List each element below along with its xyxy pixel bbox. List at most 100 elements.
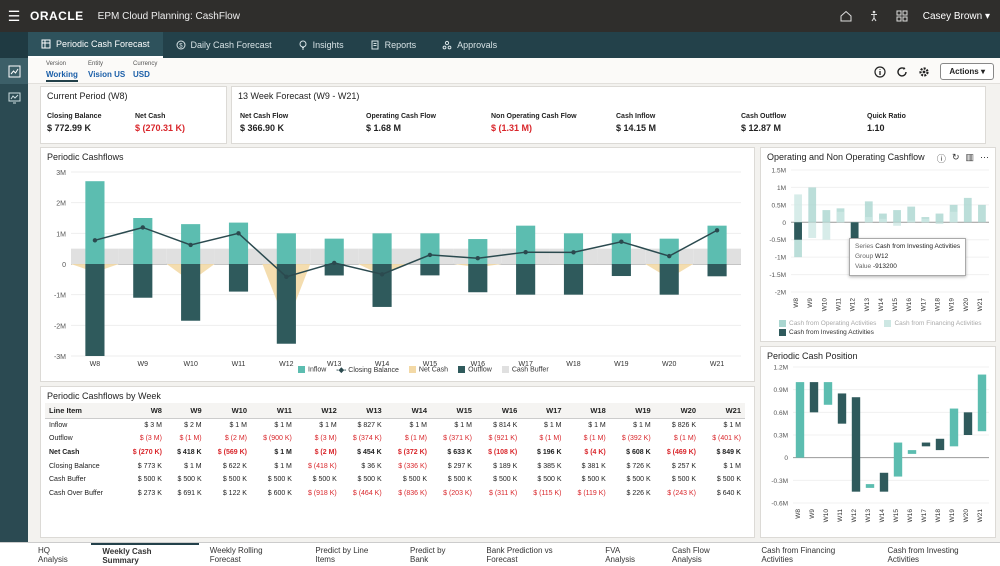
- table-cell[interactable]: $ 600 K: [267, 489, 292, 497]
- table-cell[interactable]: $ (371 K): [443, 435, 472, 443]
- table-cell[interactable]: $ 454 K: [357, 448, 382, 456]
- table-cell[interactable]: $ 1 M: [723, 462, 741, 470]
- bottom-tab[interactable]: Cash from Investing Activities: [887, 545, 959, 564]
- hamburger-menu-icon[interactable]: ☰: [7, 7, 21, 24]
- legend-outflow[interactable]: Outflow: [458, 366, 492, 374]
- bottom-tab[interactable]: FVA Analysis: [605, 545, 635, 564]
- table-cell[interactable]: $ 500 K: [671, 476, 697, 484]
- table-cell[interactable]: $ (392 K): [621, 435, 651, 443]
- table-cell[interactable]: $ 814 K: [493, 422, 518, 430]
- table-cell[interactable]: $ 608 K: [626, 448, 651, 456]
- refresh-icon[interactable]: ↻: [951, 152, 960, 162]
- table-cell[interactable]: $ 1 M: [454, 422, 472, 430]
- table-cell[interactable]: $ 36 K: [361, 462, 382, 470]
- table-cell[interactable]: $ (1 M): [404, 435, 428, 443]
- info-icon[interactable]: ⓘ: [936, 154, 946, 164]
- table-cell[interactable]: $ (918 K): [307, 489, 337, 497]
- table-cell[interactable]: $ 827 K: [357, 422, 382, 430]
- accessibility-icon[interactable]: [867, 9, 881, 23]
- table-cell[interactable]: $ 773 K: [137, 462, 162, 470]
- table-cell[interactable]: $ 1 M: [633, 422, 651, 430]
- table-cell[interactable]: $ (311 K): [488, 489, 518, 497]
- table-cell[interactable]: $ 1 M: [274, 462, 292, 470]
- more-icon[interactable]: ⋯: [980, 152, 989, 162]
- table-cell[interactable]: $ (2 M): [224, 435, 247, 443]
- table-cell[interactable]: $ 500 K: [137, 476, 162, 484]
- table-cell[interactable]: $ (108 K): [488, 448, 518, 456]
- table-cell[interactable]: $ 418 K: [177, 448, 202, 456]
- table-cell[interactable]: $ (836 K): [398, 489, 428, 497]
- table-cell[interactable]: $ 726 K: [626, 462, 651, 470]
- bottom-tab[interactable]: Cash from Financing Activities: [761, 545, 836, 564]
- table-cell[interactable]: $ 196 K: [536, 448, 562, 456]
- table-cell[interactable]: $ 622 K: [222, 462, 247, 470]
- table-cell[interactable]: $ (3 M): [314, 435, 337, 443]
- table-cell[interactable]: $ 691 K: [177, 489, 202, 497]
- table-cell[interactable]: $ (243 K): [667, 489, 697, 497]
- table-cell[interactable]: $ (418 K): [307, 462, 337, 470]
- chart-rail-button[interactable]: [0, 84, 28, 110]
- bottom-tab[interactable]: Weekly Cash Summary: [91, 542, 199, 566]
- table-cell[interactable]: $ 633 K: [447, 448, 472, 456]
- table-cell[interactable]: $ (1 M): [673, 435, 697, 443]
- tab-daily-cash-forecast[interactable]: $ Daily Cash Forecast: [163, 32, 285, 58]
- table-cell[interactable]: $ 1 M: [319, 422, 337, 430]
- info-icon[interactable]: [874, 65, 887, 78]
- table-cell[interactable]: $ 500 K: [493, 476, 518, 484]
- bottom-tab[interactable]: Cash Flow Analysis: [671, 545, 710, 564]
- table-cell[interactable]: $ (469 K): [666, 448, 697, 456]
- table-cell[interactable]: $ 2 M: [184, 422, 202, 430]
- table-cell[interactable]: $ 1 M: [588, 422, 606, 430]
- refresh-icon[interactable]: [896, 66, 908, 78]
- table-cell[interactable]: $ 257 K: [671, 462, 697, 470]
- table-cell[interactable]: $ 381 K: [581, 462, 606, 470]
- table-cell[interactable]: $ (2 M): [314, 448, 337, 456]
- tab-approvals[interactable]: Approvals: [429, 32, 510, 58]
- legend-investing[interactable]: Cash from Investing Activities: [779, 329, 874, 336]
- tab-insights[interactable]: Insights: [285, 32, 357, 58]
- bottom-tab[interactable]: Bank Prediction vs Forecast: [486, 545, 553, 564]
- table-cell[interactable]: $ 500 K: [402, 476, 428, 484]
- table-cell[interactable]: $ (900 K): [263, 435, 292, 443]
- table-cell[interactable]: $ 1 M: [229, 422, 247, 430]
- legend-financing[interactable]: Cash from Financing Activities: [884, 320, 982, 327]
- table-cell[interactable]: $ 849 K: [716, 448, 741, 456]
- table-cell[interactable]: $ 3 M: [144, 422, 162, 430]
- pov-entity[interactable]: Entity Vision US: [88, 61, 125, 80]
- table-cell[interactable]: $ (464 K): [352, 489, 382, 497]
- bottom-tab[interactable]: Weekly Rolling Forecast: [209, 545, 263, 564]
- legend-inflow[interactable]: Inflow: [298, 366, 326, 374]
- table-cell[interactable]: $ (115 K): [533, 489, 562, 497]
- table-cell[interactable]: $ (336 K): [398, 462, 428, 470]
- table-cell[interactable]: $ (4 K): [584, 448, 606, 456]
- table-cell[interactable]: $ 500 K: [222, 476, 247, 484]
- tab-reports[interactable]: Reports: [357, 32, 430, 58]
- legend-net-cash[interactable]: Net Cash: [408, 366, 448, 374]
- table-cell[interactable]: $ 1 M: [274, 422, 292, 430]
- table-cell[interactable]: $ 500 K: [357, 476, 382, 484]
- table-cell[interactable]: $ (921 K): [488, 435, 518, 443]
- table-cell[interactable]: $ 500 K: [447, 476, 472, 484]
- table-cell[interactable]: $ 500 K: [716, 476, 741, 484]
- table-cell[interactable]: $ 1 M: [723, 422, 741, 430]
- table-cell[interactable]: $ 273 K: [137, 489, 162, 497]
- table-cell[interactable]: $ (270 K): [132, 448, 162, 456]
- table-cell[interactable]: $ 500 K: [312, 476, 337, 484]
- pov-currency[interactable]: Currency USD: [133, 61, 157, 80]
- table-cell[interactable]: $ (119 K): [577, 489, 606, 497]
- table-cell[interactable]: $ 385 K: [537, 462, 562, 470]
- legend-closing-balance[interactable]: -◆- Closing Balance: [336, 367, 399, 374]
- legend-operating[interactable]: Cash from Operating Activities: [779, 320, 876, 327]
- bottom-tab[interactable]: HQ Analysis: [38, 545, 68, 564]
- actions-button[interactable]: Actions ▾: [940, 63, 994, 80]
- user-menu[interactable]: Casey Brown ▾: [923, 11, 990, 22]
- table-cell[interactable]: $ 500 K: [267, 476, 292, 484]
- table-cell[interactable]: $ 226 K: [626, 489, 651, 497]
- home-icon[interactable]: [839, 9, 853, 23]
- pov-version[interactable]: Version Working: [46, 61, 78, 82]
- chart-type-icon[interactable]: ▥: [965, 152, 974, 162]
- navigator-grid-icon[interactable]: [895, 9, 909, 23]
- table-cell[interactable]: $ 500 K: [537, 476, 562, 484]
- table-cell[interactable]: $ 500 K: [626, 476, 651, 484]
- table-cell[interactable]: $ 1 M: [274, 448, 292, 456]
